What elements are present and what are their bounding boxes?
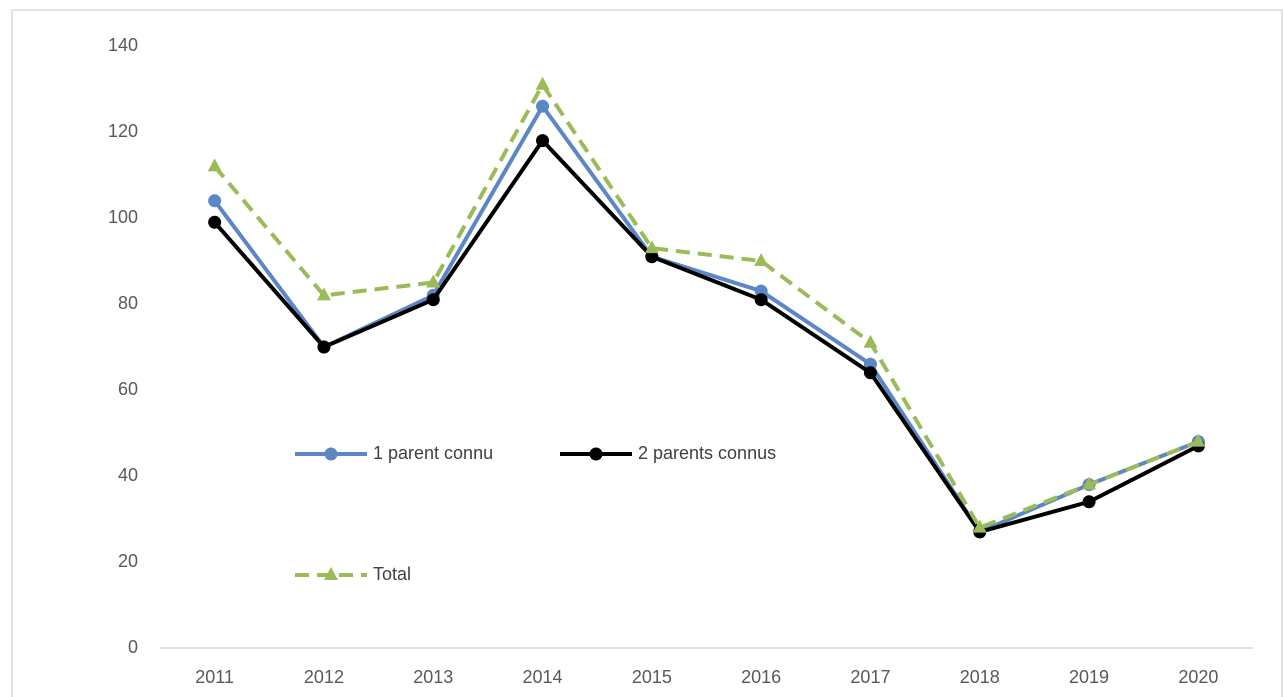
y-tick-label: 0 <box>128 637 138 657</box>
data-point <box>317 340 331 354</box>
x-tick-label: 2013 <box>413 667 453 687</box>
data-point <box>863 334 878 348</box>
x-tick-label: 2019 <box>1069 667 1109 687</box>
legend: 1 parent connu 2 parents connus Total <box>295 443 776 584</box>
data-point <box>1082 495 1096 509</box>
data-point <box>426 293 440 307</box>
data-point <box>863 366 877 380</box>
x-tick-label: 2017 <box>850 667 890 687</box>
y-tick-label: 20 <box>118 551 138 571</box>
data-point <box>1191 433 1206 447</box>
data-point <box>536 134 550 148</box>
legend-label: 1 parent connu <box>373 443 493 463</box>
y-tick-label: 80 <box>118 293 138 313</box>
legend-marker <box>324 447 338 461</box>
legend-label: Total <box>373 564 411 584</box>
y-tick-label: 100 <box>108 207 138 227</box>
y-tick-label: 140 <box>108 35 138 55</box>
data-point <box>536 99 550 113</box>
x-tick-label: 2016 <box>741 667 781 687</box>
data-point <box>208 194 222 208</box>
x-tick-label: 2018 <box>960 667 1000 687</box>
series-line <box>213 80 1200 531</box>
legend-marker <box>589 447 603 461</box>
series-line <box>213 137 1200 535</box>
data-point <box>644 240 659 254</box>
y-tick-label: 120 <box>108 121 138 141</box>
legend-label: 2 parents connus <box>638 443 776 463</box>
x-tick-label: 2020 <box>1178 667 1218 687</box>
data-point <box>1082 476 1097 490</box>
x-tick-label: 2015 <box>632 667 672 687</box>
chart-frame <box>11 9 1283 697</box>
legend-marker <box>324 567 338 580</box>
y-tick-label: 40 <box>118 465 138 485</box>
data-point <box>316 287 331 301</box>
x-tick-label: 2012 <box>304 667 344 687</box>
x-tick-label: 2014 <box>523 667 563 687</box>
x-tick-label: 2011 <box>195 667 234 687</box>
data-point <box>535 76 550 90</box>
data-point <box>754 293 768 307</box>
data-point <box>972 519 987 533</box>
data-point <box>426 274 441 288</box>
y-tick-label: 60 <box>118 379 138 399</box>
data-point <box>645 250 659 264</box>
data-point <box>754 253 769 266</box>
data-point <box>207 158 222 172</box>
data-point <box>208 215 222 229</box>
